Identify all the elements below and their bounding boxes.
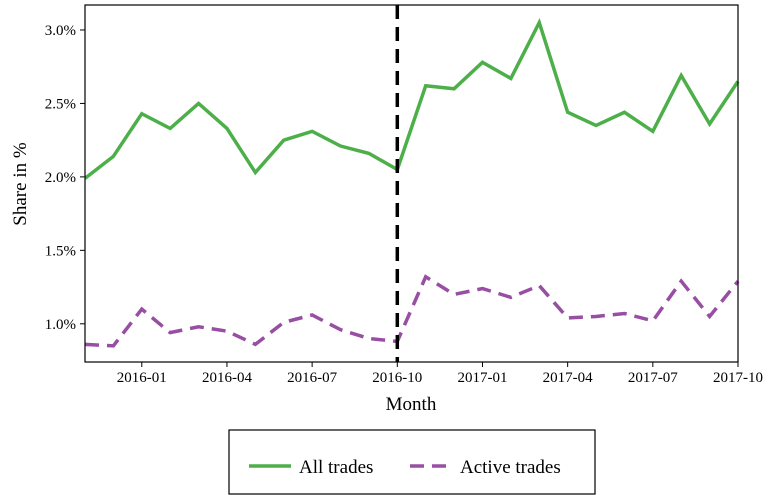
series-line <box>83 18 740 180</box>
y-tick-label: 1.0% <box>45 317 76 333</box>
y-tick-label: 2.0% <box>45 170 76 186</box>
legend-label: Active trades <box>460 457 561 478</box>
plot-frame <box>84 4 739 363</box>
y-tick-label: 1.5% <box>45 243 76 259</box>
x-axis-label: Month <box>386 394 437 415</box>
x-tick-label: 2017-01 <box>457 370 507 386</box>
legend-label: All trades <box>299 457 373 478</box>
legend-box <box>228 429 596 495</box>
series-line <box>84 274 740 348</box>
x-tick-label: 2017-07 <box>628 370 678 386</box>
legend: All trades Active trades <box>228 429 596 495</box>
x-tick-label: 2017-10 <box>713 370 763 386</box>
x-tick-label: 2016-07 <box>287 370 337 386</box>
y-tick-label: 3.0% <box>45 23 76 39</box>
y-tick-label: 2.5% <box>45 96 76 112</box>
x-tick-label: 2016-01 <box>117 370 167 386</box>
x-tick-label: 2016-04 <box>202 370 252 386</box>
y-axis-label: Share in % <box>10 142 31 226</box>
x-tick-label: 2016-10 <box>372 370 422 386</box>
x-tick-label: 2017-04 <box>543 370 593 386</box>
